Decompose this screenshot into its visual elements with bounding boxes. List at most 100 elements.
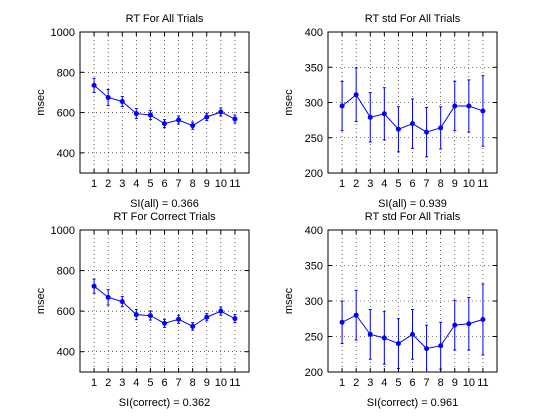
y-axis-label: msec [35,287,47,314]
data-point [119,98,125,104]
x-tick-label: 7 [424,178,430,190]
data-point [410,121,415,127]
subplot-bottom-left: 1 2 3 4 5 6 7 8 9 10 11 400 600 800 1000 RT For Correct… [35,211,250,409]
y-tick-label: 600 [57,108,75,120]
data-point [452,103,458,109]
x-axis-label: SI(all) = 0.939 [378,198,447,210]
y-tick-label: 200 [305,168,323,180]
plot-area [80,32,249,173]
data-point [367,331,373,337]
data-point [119,299,125,305]
data-point [133,312,139,318]
x-tick-label: 10 [215,377,227,389]
x-tick-label: 4 [381,377,387,389]
x-tick-label: 2 [105,178,111,190]
x-tick-label: 5 [147,178,153,190]
y-axis-label: msec [283,287,295,314]
data-point [190,323,196,329]
x-tick-label: 4 [133,377,139,389]
data-point [480,108,486,114]
y-tick-label: 400 [305,225,323,237]
data-point [438,125,444,131]
x-tick-label: 11 [229,178,240,190]
x-tick-label: 8 [190,178,196,190]
data-point [176,117,182,123]
data-point [105,94,111,100]
subplot-top-right: 1 2 3 4 5 6 7 8 9 10 11 200 250 300 350 400 RT std For A… [283,13,498,210]
data-point [424,129,430,135]
y-tick-label: 400 [57,347,75,359]
chart-title: RT For Correct Trials [113,211,216,223]
data-point [424,346,430,352]
data-point [466,103,472,109]
x-tick-label: 7 [176,377,182,389]
x-tick-label: 9 [204,178,210,190]
x-tick-label: 4 [133,178,139,190]
data-point [133,111,139,117]
x-tick-label: 1 [91,377,97,389]
data-point [91,82,97,88]
data-point [381,335,387,341]
chart-title: RT std For All Trials [365,211,461,223]
x-tick-label: 11 [477,377,488,389]
data-point [105,294,111,300]
series [339,67,486,158]
data-point [218,109,224,115]
y-tick-label: 350 [305,62,323,74]
x-tick-label: 3 [367,178,373,190]
series [339,283,486,373]
data-point [353,92,359,98]
x-tick-label: 1 [339,377,345,389]
y-axis-label: msec [283,89,295,116]
data-point [367,114,373,120]
x-tick-label: 1 [91,178,97,190]
x-tick-label: 9 [204,377,210,389]
subplot-bottom-right: 1 2 3 4 5 6 7 8 9 10 11 200 250 300 350 400 RT std For A… [283,211,498,409]
data-point [232,316,238,322]
data-point [452,322,458,328]
y-tick-label: 300 [305,296,323,308]
y-tick-label: 350 [305,261,323,273]
x-tick-label: 3 [119,377,125,389]
x-tick-label: 2 [105,377,111,389]
x-tick-label: 5 [395,178,401,190]
data-point [339,103,345,109]
y-tick-label: 250 [305,332,323,344]
data-point [190,123,196,129]
x-tick-label: 10 [215,178,227,190]
x-tick-label: 2 [353,178,359,190]
x-tick-label: 6 [409,178,415,190]
y-axis-label: msec [35,89,47,116]
data-point [162,121,167,127]
data-point [339,319,345,325]
x-tick-label: 11 [477,178,488,190]
x-tick-label: 4 [381,178,387,190]
data-point [466,321,472,327]
x-tick-label: 3 [119,178,125,190]
y-tick-label: 1000 [51,225,75,237]
x-tick-label: 9 [452,178,458,190]
data-point [91,283,97,289]
y-tick-label: 200 [305,367,323,379]
chart-title: RT std For All Trials [365,13,461,25]
x-tick-label: 6 [161,377,167,389]
y-tick-label: 300 [305,98,323,110]
x-tick-label: 8 [190,377,196,389]
x-axis-label: SI(correct) = 0.362 [119,397,210,409]
data-point [438,343,444,349]
x-tick-label: 6 [409,377,415,389]
y-tick-label: 400 [57,148,75,160]
data-point [395,341,401,347]
x-tick-label: 11 [229,377,240,389]
x-tick-label: 5 [147,377,153,389]
data-point [204,314,210,320]
data-point [162,320,167,326]
x-tick-label: 1 [339,178,345,190]
x-tick-label: 3 [367,377,373,389]
y-tick-label: 800 [57,266,75,278]
data-point [218,308,224,314]
data-point [353,312,359,318]
x-axis-label: SI(correct) = 0.961 [367,397,458,409]
y-tick-label: 250 [305,133,323,145]
